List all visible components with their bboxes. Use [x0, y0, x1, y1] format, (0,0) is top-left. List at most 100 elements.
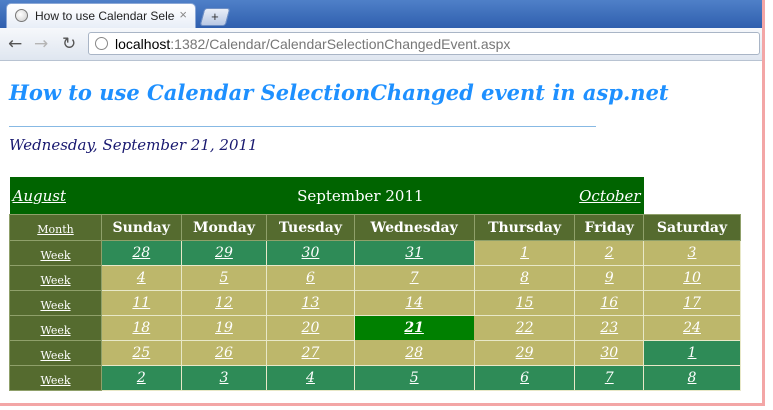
day-cell[interactable]: 8 — [643, 365, 741, 391]
day-cell[interactable]: 2 — [574, 240, 645, 266]
day-link[interactable]: 3 — [687, 245, 697, 261]
day-link[interactable]: 17 — [683, 295, 701, 311]
day-link[interactable]: 31 — [405, 245, 424, 261]
address-bar[interactable]: localhost:1382/Calendar/CalendarSelectio… — [88, 32, 760, 55]
day-cell[interactable]: 31 — [353, 240, 475, 266]
prev-month-link[interactable]: August — [12, 186, 66, 205]
day-link[interactable]: 22 — [515, 320, 534, 336]
day-link[interactable]: 5 — [219, 270, 229, 286]
day-link[interactable]: 25 — [132, 345, 151, 361]
day-cell[interactable]: 23 — [574, 315, 645, 341]
day-link[interactable]: 15 — [515, 295, 534, 311]
week-selector-link[interactable]: Week — [40, 248, 71, 262]
week-selector-link[interactable]: Week — [40, 273, 71, 287]
day-link[interactable]: 19 — [215, 320, 233, 336]
day-link[interactable]: 29 — [215, 245, 233, 261]
day-link[interactable]: 28 — [405, 345, 424, 361]
day-link[interactable]: 7 — [409, 270, 419, 286]
day-link[interactable]: 23 — [600, 320, 619, 336]
month-selector-link[interactable]: Month — [37, 223, 74, 236]
day-link[interactable]: 29 — [515, 345, 534, 361]
day-cell[interactable]: 20 — [266, 315, 355, 341]
day-link[interactable]: 8 — [687, 370, 697, 386]
day-link[interactable]: 24 — [683, 320, 701, 336]
day-cell[interactable]: 22 — [473, 315, 576, 341]
day-link[interactable]: 14 — [405, 295, 424, 311]
day-cell[interactable]: 1 — [473, 240, 576, 266]
day-cell[interactable]: 7 — [353, 265, 475, 291]
day-link[interactable]: 30 — [301, 245, 320, 261]
day-link[interactable]: 4 — [306, 370, 315, 386]
day-link[interactable]: 8 — [520, 270, 530, 286]
day-link[interactable]: 2 — [136, 370, 146, 386]
day-cell[interactable]: 6 — [473, 365, 576, 391]
day-cell[interactable]: 3 — [643, 240, 741, 266]
day-link[interactable]: 21 — [404, 320, 424, 336]
day-cell[interactable]: 18 — [101, 315, 182, 341]
back-arrow-icon[interactable]: ← — [8, 34, 23, 54]
day-cell[interactable]: 30 — [574, 340, 645, 366]
day-link[interactable]: 13 — [301, 295, 320, 311]
day-link[interactable]: 6 — [520, 370, 530, 386]
day-cell[interactable]: 15 — [473, 290, 576, 316]
day-cell[interactable]: 2 — [101, 365, 182, 391]
day-link[interactable]: 3 — [219, 370, 229, 386]
day-cell[interactable]: 24 — [643, 315, 741, 341]
day-cell[interactable]: 11 — [101, 290, 182, 316]
close-tab-icon[interactable]: × — [179, 7, 187, 22]
day-link[interactable]: 1 — [520, 245, 530, 261]
day-cell[interactable]: 19 — [180, 315, 268, 341]
day-link[interactable]: 10 — [683, 270, 701, 286]
day-link[interactable]: 2 — [604, 245, 614, 261]
day-cell[interactable]: 29 — [180, 240, 268, 266]
day-cell[interactable]: 16 — [574, 290, 645, 316]
day-link[interactable]: 12 — [215, 295, 233, 311]
new-tab-button[interactable]: + — [199, 8, 231, 26]
day-link[interactable]: 30 — [600, 345, 619, 361]
day-cell[interactable]: 10 — [643, 265, 741, 291]
day-link[interactable]: 4 — [136, 270, 146, 286]
day-cell[interactable]: 26 — [180, 340, 268, 366]
day-cell[interactable]: 5 — [353, 365, 475, 391]
day-cell[interactable]: 12 — [180, 290, 268, 316]
day-cell[interactable]: 29 — [473, 340, 576, 366]
day-cell[interactable]: 7 — [574, 365, 645, 391]
day-cell[interactable]: 28 — [101, 240, 182, 266]
day-cell[interactable]: 4 — [266, 365, 355, 391]
day-link[interactable]: 9 — [604, 270, 614, 286]
week-selector-link[interactable]: Week — [40, 298, 71, 312]
day-cell[interactable]: 13 — [266, 290, 355, 316]
week-selector-link[interactable]: Week — [40, 323, 71, 337]
day-cell[interactable]: 4 — [101, 265, 182, 291]
day-link[interactable]: 6 — [306, 270, 315, 286]
day-link[interactable]: 7 — [604, 370, 614, 386]
day-link[interactable]: 28 — [132, 245, 151, 261]
day-cell[interactable]: 14 — [353, 290, 475, 316]
forward-arrow-icon[interactable]: → — [34, 34, 49, 54]
day-cell[interactable]: 28 — [353, 340, 475, 366]
day-link[interactable]: 11 — [132, 295, 151, 311]
day-cell[interactable]: 30 — [266, 240, 355, 266]
day-link[interactable]: 27 — [301, 345, 320, 361]
day-link[interactable]: 18 — [132, 320, 151, 336]
selected-day-cell[interactable]: 21 — [353, 315, 475, 341]
day-cell[interactable]: 9 — [574, 265, 645, 291]
reload-icon[interactable]: ↻ — [62, 34, 77, 54]
next-month-link[interactable]: October — [579, 186, 641, 205]
day-cell[interactable]: 3 — [180, 365, 268, 391]
day-link[interactable]: 26 — [215, 345, 233, 361]
day-cell[interactable]: 17 — [643, 290, 741, 316]
browser-tab[interactable]: How to use Calendar Select × — [6, 3, 196, 28]
week-selector-link[interactable]: Week — [40, 348, 71, 362]
day-cell[interactable]: 25 — [101, 340, 182, 366]
day-cell[interactable]: 27 — [266, 340, 355, 366]
day-link[interactable]: 16 — [600, 295, 619, 311]
day-cell[interactable]: 8 — [473, 265, 576, 291]
day-cell[interactable]: 5 — [180, 265, 268, 291]
day-cell[interactable]: 6 — [266, 265, 355, 291]
week-selector-link[interactable]: Week — [40, 373, 71, 387]
day-link[interactable]: 1 — [687, 345, 697, 361]
day-cell[interactable]: 1 — [643, 340, 741, 366]
day-link[interactable]: 20 — [301, 320, 320, 336]
day-link[interactable]: 5 — [409, 370, 419, 386]
